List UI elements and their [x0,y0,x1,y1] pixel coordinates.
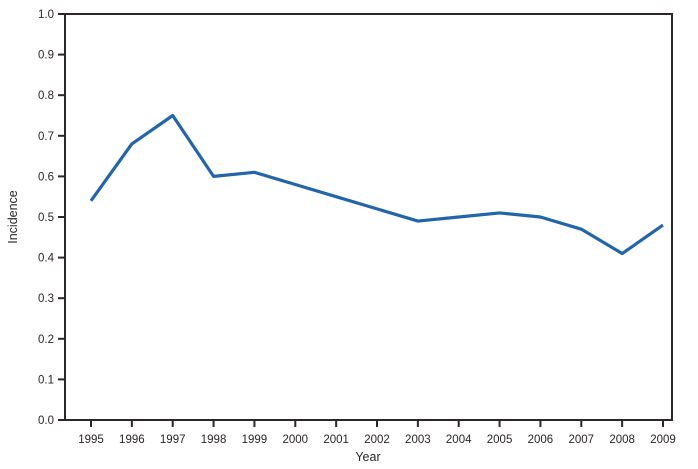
x-tick-label: 2005 [487,434,513,446]
x-tick-label: 2003 [405,434,431,446]
y-tick-label: 0.0 [38,415,54,427]
y-tick-label: 0.9 [38,50,54,62]
incidence-series-line [89,113,664,256]
x-tick-label: 2009 [650,434,676,446]
y-tick-label: 0.3 [38,293,54,305]
y-tick-label: 0.4 [38,253,55,265]
x-axis-title: Year [355,450,380,464]
y-axis-title: Incidence [6,190,20,244]
y-tick-label: 0.8 [38,90,54,102]
y-axis-ticks: 0.0 0.1 0.2 0.3 0.4 0.5 0.6 0.7 0.8 0.9 1.0 [38,9,65,427]
x-tick-label: 1998 [201,434,227,446]
x-tick-label: 1999 [242,434,268,446]
x-tick-label: 2004 [446,434,472,446]
y-tick-label: 0.1 [38,374,54,386]
x-tick-label: 2006 [528,434,554,446]
x-tick-label: 1997 [160,434,186,446]
x-tick-label: 2000 [282,434,308,446]
x-tick-label: 2001 [323,434,349,446]
y-tick-label: 0.5 [38,212,54,224]
y-tick-label: 0.7 [38,131,54,143]
x-tick-label: 2002 [364,434,390,446]
y-tick-label: 0.6 [38,171,54,183]
x-tick-label: 2008 [609,434,635,446]
y-tick-label: 0.2 [38,334,54,346]
y-tick-label: 1.0 [38,9,54,21]
x-axis-ticks: 1995 1996 1997 1998 1999 2000 2001 2002 2003 2004… [78,420,676,446]
x-tick-label: 1996 [119,434,145,446]
x-tick-label: 1995 [78,434,104,446]
plot-frame [64,13,673,421]
x-tick-label: 2007 [568,434,594,446]
